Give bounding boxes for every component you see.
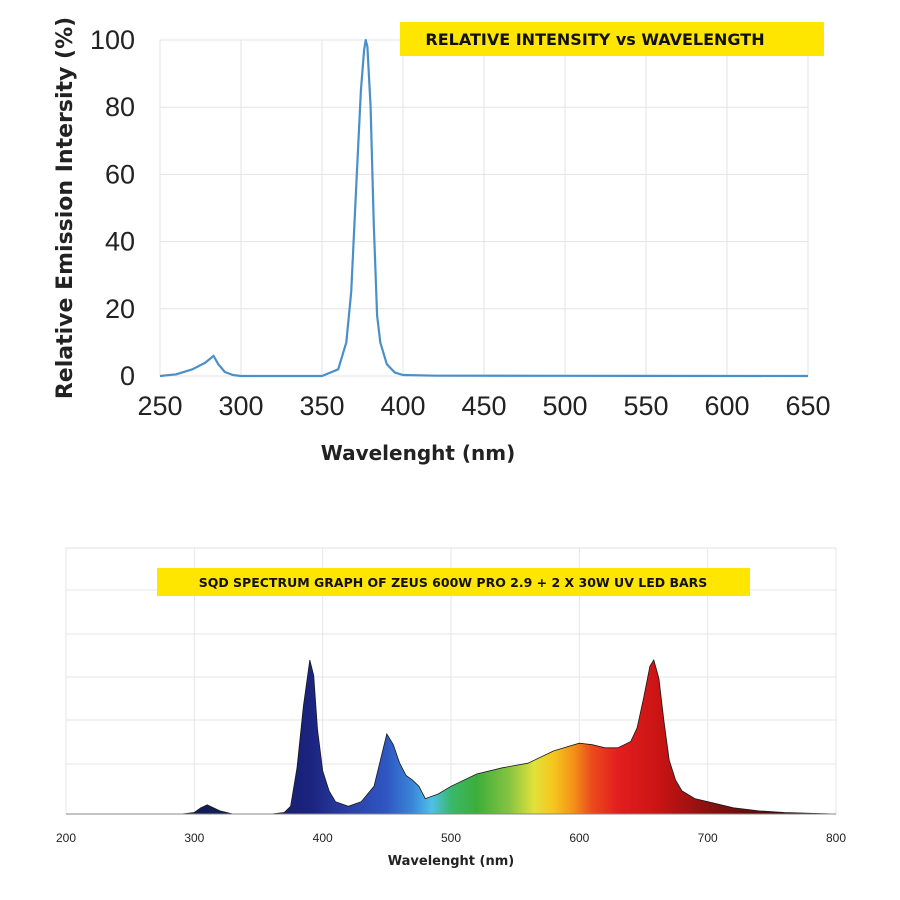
top-chart: 0 20 40 60 80 100 250 300 350 400 450 500 550 600 650… [53,17,831,465]
top-x-tick-label: 450 [461,391,506,421]
top-y-tick-label: 80 [105,92,135,122]
top-x-tick-label: 550 [623,391,668,421]
bottom-x-tick-labels: 200 300 400 500 600 700 800 [56,831,846,845]
bottom-x-tick-label: 700 [698,831,718,845]
top-y-tick-label: 20 [105,294,135,324]
bottom-x-tick-label: 400 [313,831,333,845]
top-x-tick-label: 250 [137,391,182,421]
top-y-tick-labels: 0 20 40 60 80 100 [90,25,135,391]
bottom-x-tick-label: 500 [441,831,461,845]
top-x-axis-title: Wavelenght (nm) [321,441,516,465]
bottom-x-axis-title: Wavelenght (nm) [388,854,514,869]
top-chart-title: RELATIVE INTENSITY vs WAVELENGTH [425,30,764,49]
top-y-tick-label: 40 [105,227,135,257]
bottom-title-banner [157,568,750,596]
bottom-chart-title: SQD SPECTRUM GRAPH OF ZEUS 600W PRO 2.9 … [199,575,708,590]
top-x-tick-labels: 250 300 350 400 450 500 550 600 650 [137,391,830,421]
top-y-tick-label: 0 [120,361,135,391]
bottom-x-tick-label: 200 [56,831,76,845]
top-y-tick-label: 60 [105,159,135,189]
bottom-chart: 200 300 400 500 600 700 800 SQD SPECTRUM GRAPH… [56,547,846,869]
bottom-x-tick-label: 800 [826,831,846,845]
top-y-axis-title: Relative Emission Intersity (%) [53,17,78,399]
top-series-line [159,38,809,378]
top-x-tick-label: 600 [704,391,749,421]
top-x-tick-label: 650 [785,391,830,421]
top-x-tick-label: 400 [380,391,425,421]
bottom-spectrum-area [181,659,837,815]
top-title-banner [400,22,824,56]
top-x-tick-label: 500 [542,391,587,421]
top-chart-grid [159,39,809,377]
top-y-tick-label: 100 [90,25,135,55]
bottom-x-tick-label: 600 [569,831,589,845]
top-x-tick-label: 350 [299,391,344,421]
top-x-tick-label: 300 [218,391,263,421]
bottom-x-tick-label: 300 [184,831,204,845]
